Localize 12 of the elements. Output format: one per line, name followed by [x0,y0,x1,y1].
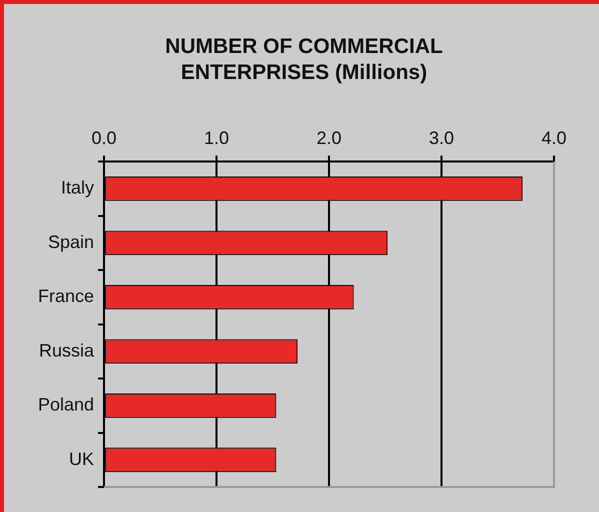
x-tick-label: 2.0 [316,128,342,148]
y-tick-label: Russia [39,340,96,360]
x-tick-label: 3.0 [428,128,454,148]
y-tick-label: UK [69,448,94,469]
x-tick-label: 1.0 [204,128,230,148]
chart-title: NUMBER OF COMMERCIAL ENTERPRISES (Millions) [164,34,444,86]
y-tick-label: Poland [38,394,94,415]
y-tick-label: France [38,286,94,306]
y-tick-label: Italy [61,178,94,198]
y-tick-label: Spain [48,232,94,252]
x-tick-label: 0.0 [92,128,117,148]
x-tick-label: 4.0 [541,128,567,148]
